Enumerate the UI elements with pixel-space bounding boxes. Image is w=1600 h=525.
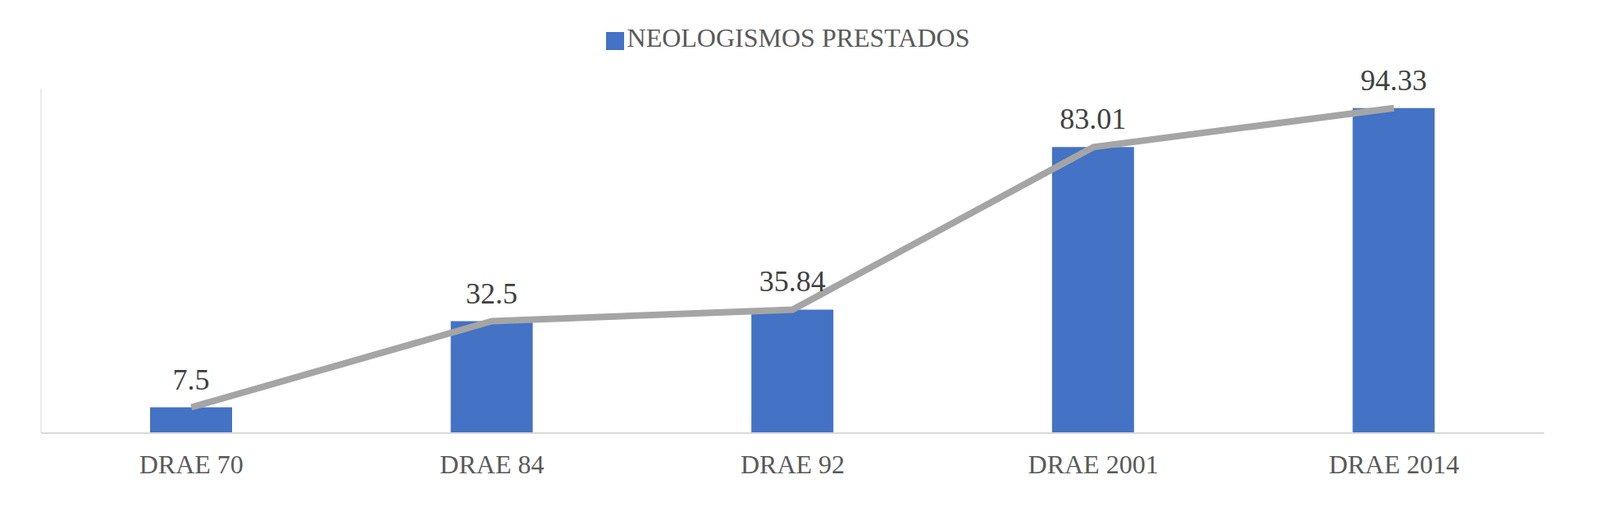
svg-text:DRAE 70: DRAE 70 [139,449,244,479]
svg-text:7.5: 7.5 [173,363,210,397]
svg-text:DRAE 92: DRAE 92 [740,449,845,479]
svg-text:83.01: 83.01 [1059,102,1126,136]
html-text:NEOLOGISMOS PRESTADOS: NEOLOGISMOS PRESTADOS [626,22,970,53]
svg-text:DRAE 84: DRAE 84 [439,449,544,479]
svg-text:DRAE 2001: DRAE 2001 [1028,449,1159,479]
svg-text:94.33: 94.33 [1360,63,1427,97]
svg-text:32.5: 32.5 [465,277,518,310]
svg-text:DRAE 2014: DRAE 2014 [1328,449,1459,479]
svg-text:35.84: 35.84 [759,264,826,298]
